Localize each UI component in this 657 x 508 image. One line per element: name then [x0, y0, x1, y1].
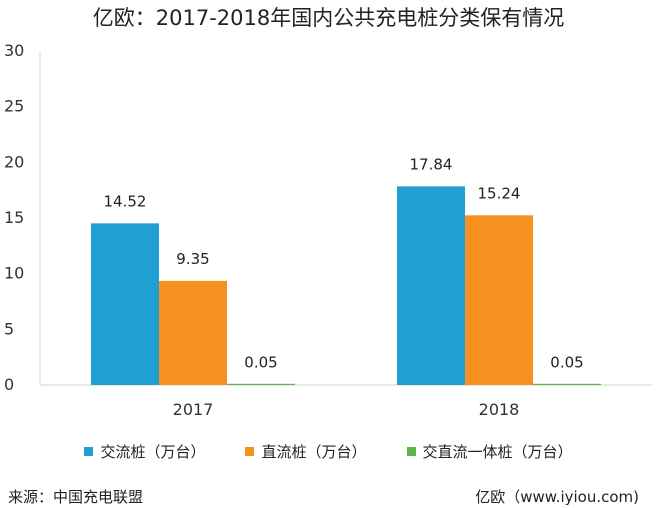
y-tick-label: 25: [4, 97, 24, 116]
credit-note: 亿欧（www.iyiou.com): [475, 488, 639, 506]
data-label: 0.05: [244, 353, 277, 371]
bar-2017-1: [159, 280, 227, 385]
legend-item-ac: 交流桩（万台）: [84, 441, 205, 462]
legend-item-dc: 直流桩（万台）: [245, 441, 367, 462]
y-tick-label: 10: [4, 264, 24, 283]
legend-swatch-dc: [245, 447, 255, 456]
bar-2018-1: [465, 215, 533, 385]
data-label: 14.52: [104, 192, 147, 210]
data-label: 9.35: [176, 250, 209, 268]
y-tick-label: 15: [4, 208, 24, 227]
bar-2017-0: [91, 223, 159, 385]
legend-label-dc: 直流桩（万台）: [261, 443, 367, 461]
source-note: 来源：中国充电联盟: [8, 488, 144, 506]
y-tick-label: 0: [4, 375, 14, 394]
data-label: 0.05: [550, 353, 583, 371]
y-tick-label: 5: [4, 319, 14, 338]
legend-swatch-ac: [84, 447, 94, 456]
legend-item-acdc: 交直流一体桩（万台）: [406, 441, 573, 462]
legend-label-acdc: 交直流一体桩（万台）: [422, 443, 573, 461]
chart-title: 亿欧：2017-2018年国内公共充电桩分类保有情况: [92, 6, 565, 30]
legend: 交流桩（万台） 直流桩（万台） 交直流一体桩（万台）: [0, 441, 657, 462]
legend-label-ac: 交流桩（万台）: [100, 443, 206, 461]
data-label: 15.24: [478, 184, 521, 202]
bar-2018-2: [533, 383, 601, 385]
bar-2018-0: [397, 186, 465, 385]
bar-2017-2: [227, 383, 295, 385]
y-tick-label: 30: [4, 41, 24, 60]
x-tick-label: 2017: [173, 400, 214, 419]
legend-swatch-acdc: [406, 447, 416, 456]
y-tick-label: 20: [4, 152, 24, 171]
data-label: 17.84: [410, 155, 453, 173]
x-tick-label: 2018: [479, 400, 520, 419]
bar-chart: 0 5 10 15 20 25 30 14.52 9.35 0.05 2017 17.84 15.24 0…: [4, 41, 652, 419]
